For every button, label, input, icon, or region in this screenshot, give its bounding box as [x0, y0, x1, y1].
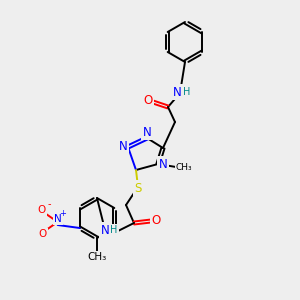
- Text: -: -: [48, 199, 51, 209]
- Text: N: N: [172, 85, 182, 98]
- Text: CH₃: CH₃: [87, 252, 106, 262]
- Text: O: O: [143, 94, 153, 107]
- Text: S: S: [134, 182, 142, 194]
- Text: N: N: [54, 214, 61, 224]
- Text: CH₃: CH₃: [176, 163, 192, 172]
- Text: +: +: [59, 208, 66, 217]
- Text: O: O: [152, 214, 160, 227]
- Text: H: H: [183, 87, 191, 97]
- Text: N: N: [100, 224, 109, 236]
- Text: O: O: [39, 229, 47, 239]
- Text: H: H: [110, 225, 118, 235]
- Text: N: N: [142, 125, 152, 139]
- Text: N: N: [118, 140, 127, 154]
- Text: O: O: [38, 205, 46, 215]
- Text: N: N: [159, 158, 167, 170]
